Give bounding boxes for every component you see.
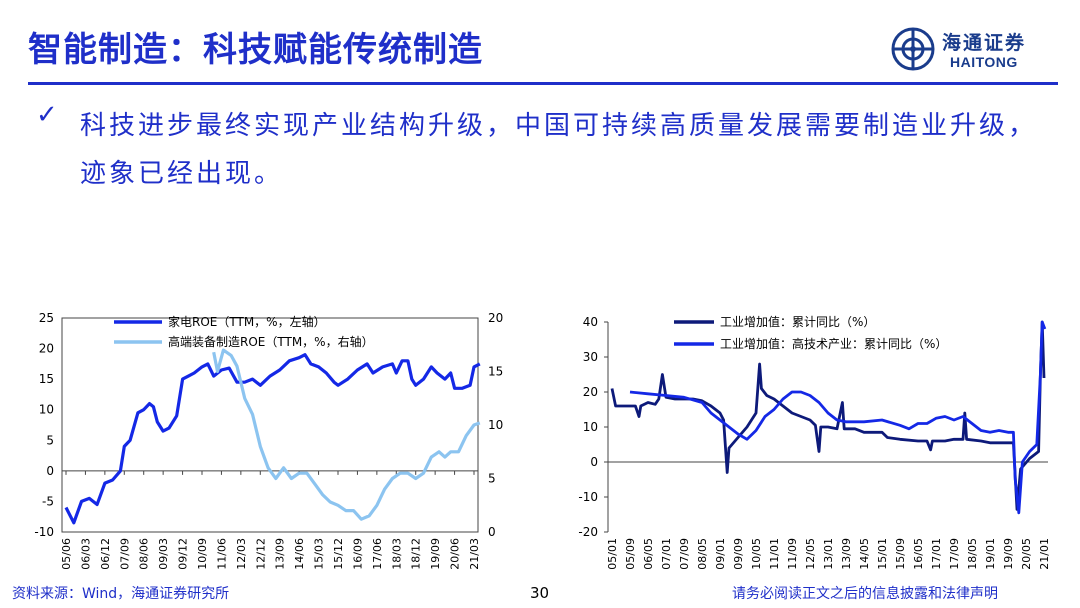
x-tick-label: 15/01 — [876, 538, 889, 570]
x-tick-label: 14/05 — [858, 538, 871, 570]
x-tick-label: 17/01 — [930, 538, 943, 570]
x-tick-label: 15/12 — [332, 538, 345, 570]
page-title: 智能制造：科技赋能传统制造 — [28, 30, 483, 70]
x-tick-label: 07/09 — [678, 538, 691, 570]
legend-label-1: 工业增加值：高技术产业：累计同比（%） — [720, 336, 947, 351]
check-icon: ✓ — [36, 100, 58, 130]
legend-label-0: 家电ROE（TTM，%，左轴） — [168, 314, 326, 329]
x-tick-label: 21/01 — [1038, 538, 1051, 570]
x-tick-label: 11/01 — [768, 538, 781, 570]
y-left-tick-label: 0 — [46, 464, 54, 478]
y-right-tick-label: 20 — [488, 311, 503, 325]
logo-chinese-text: 海通证券 — [942, 32, 1027, 54]
legend-label-0: 工业增加值：累计同比（%） — [720, 314, 875, 329]
x-tick-label: 09/01 — [714, 538, 727, 570]
x-tick-label: 06/05 — [642, 538, 655, 570]
y-left-tick-label: -5 — [42, 494, 54, 508]
x-tick-label: 19/09 — [429, 538, 442, 570]
x-tick-label: 05/01 — [606, 538, 619, 570]
series-line-1 — [629, 320, 1047, 515]
y-tick-label: 0 — [590, 455, 598, 469]
x-tick-label: 19/01 — [984, 538, 997, 570]
y-tick-label: -20 — [578, 525, 598, 539]
x-tick-label: 20/06 — [449, 538, 462, 570]
x-tick-label: 15/09 — [894, 538, 907, 570]
x-tick-label: 15/03 — [313, 538, 326, 570]
y-left-tick-label: 20 — [39, 342, 54, 356]
y-right-tick-label: 10 — [488, 418, 503, 432]
y-tick-label: 10 — [583, 420, 598, 434]
x-tick-label: 10/05 — [750, 538, 763, 570]
x-tick-label: 18/03 — [390, 538, 403, 570]
disclaimer: 请务必阅读正文之后的信息披露和法律声明 — [732, 586, 998, 602]
y-left-tick-label: -10 — [34, 525, 54, 539]
plot-frame — [61, 317, 479, 533]
x-tick-label: 09/09 — [732, 538, 745, 570]
series-line-0 — [64, 353, 481, 525]
bullet-text: 科技进步最终实现产业结构升级，中国可持续高质量发展需要制造业升级，迹象已经出现。 — [80, 111, 1038, 189]
x-tick-label: 16/09 — [351, 538, 364, 570]
x-tick-label: 09/12 — [177, 538, 190, 570]
x-tick-label: 11/06 — [215, 538, 228, 570]
x-tick-label: 13/09 — [274, 538, 287, 570]
x-tick-label: 13/01 — [822, 538, 835, 570]
x-tick-label: 18/12 — [410, 538, 423, 570]
series-line-1 — [212, 348, 481, 521]
x-tick-label: 08/06 — [138, 538, 151, 570]
company-logo: 海通证券 HAITONG — [890, 26, 1050, 72]
y-tick-label: 40 — [583, 315, 598, 329]
x-tick-label: 05/06 — [60, 538, 73, 570]
y-right-tick-label: 0 — [488, 525, 496, 539]
x-tick-label: 20/05 — [1020, 538, 1033, 570]
x-tick-label: 06/03 — [79, 538, 92, 570]
x-tick-label: 16/05 — [912, 538, 925, 570]
x-tick-label: 10/09 — [196, 538, 209, 570]
y-left-tick-label: 15 — [39, 372, 54, 386]
x-tick-label: 06/12 — [99, 538, 112, 570]
y-right-tick-label: 15 — [488, 365, 503, 379]
x-tick-label: 11/09 — [786, 538, 799, 570]
title-divider — [28, 82, 1058, 85]
x-tick-label: 19/09 — [1002, 538, 1015, 570]
chart-appliance-roe: -10 -5 0 5 10 15 20 25 0 5 10 15 20 05/06 06/03 06/12 07… — [34, 311, 503, 570]
series-line-0 — [610, 320, 1046, 511]
logo-english-text: HAITONG — [950, 54, 1018, 70]
y-tick-label: -10 — [578, 490, 598, 504]
legend-label-1: 高端装备制造ROE（TTM，%，右轴） — [168, 334, 374, 349]
page-number: 30 — [530, 584, 550, 602]
x-tick-label: 13/09 — [840, 538, 853, 570]
y-left-tick-label: 10 — [39, 403, 54, 417]
chart-industrial-value-added: -20 -10 0 10 20 30 40 05/01 05/09 06/05 07/01 07/09… — [578, 314, 1051, 570]
x-tick-label: 18/05 — [966, 538, 979, 570]
source-note: 资料来源：Wind，海通证券研究所 — [12, 586, 230, 602]
x-tick-label: 12/12 — [254, 538, 267, 570]
y-tick-label: 20 — [583, 385, 598, 399]
x-tick-label: 07/09 — [118, 538, 131, 570]
x-tick-label: 17/06 — [371, 538, 384, 570]
y-right-tick-label: 5 — [488, 472, 496, 486]
x-tick-label: 17/09 — [948, 538, 961, 570]
y-tick-label: 30 — [583, 350, 598, 364]
x-tick-label: 12/03 — [235, 538, 248, 570]
x-tick-label: 07/01 — [660, 538, 673, 570]
x-tick-label: 14/06 — [293, 538, 306, 570]
x-tick-label: 21/03 — [468, 538, 481, 570]
y-left-tick-label: 5 — [46, 433, 54, 447]
haitong-emblem-icon — [891, 27, 935, 71]
y-left-tick-label: 25 — [39, 311, 54, 325]
x-tick-label: 08/05 — [696, 538, 709, 570]
x-tick-label: 05/09 — [624, 538, 637, 570]
x-tick-label: 12/05 — [804, 538, 817, 570]
x-tick-label: 09/03 — [157, 538, 170, 570]
